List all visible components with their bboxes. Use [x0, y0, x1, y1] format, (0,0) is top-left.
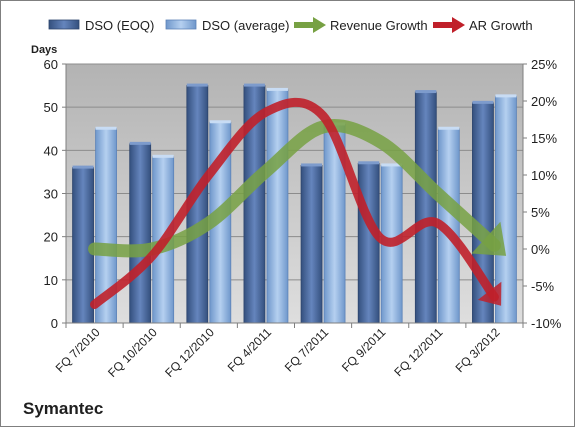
x-tick-label: FQ 3/2012 — [453, 325, 503, 375]
left-tick-label: 50 — [44, 100, 58, 115]
bars — [72, 83, 517, 324]
bar-dso-eoq — [129, 143, 152, 324]
ar-growth-line — [90, 97, 499, 309]
legend-swatch-arrow — [452, 17, 465, 33]
left-tick-label: 60 — [44, 57, 58, 72]
left-tick-label: 10 — [44, 273, 58, 288]
x-tick-label: FQ 12/2010 — [162, 325, 217, 380]
bar-top — [95, 126, 117, 130]
x-tick-label: FQ 12/2011 — [391, 325, 445, 379]
bar-top — [381, 163, 403, 167]
bar-dso-eoq — [357, 162, 380, 324]
right-tick-label: 15% — [531, 131, 557, 146]
legend-label: AR Growth — [469, 18, 533, 33]
x-tick-label: FQ 7/2011 — [282, 325, 332, 375]
right-tick-label: 5% — [531, 205, 550, 220]
bar-top — [495, 94, 517, 98]
x-tick-label: FQ 7/2010 — [53, 325, 103, 375]
bar-top — [152, 154, 174, 158]
left-tick-label: 30 — [44, 187, 58, 202]
bar-top — [186, 83, 208, 87]
company-name: Symantec — [23, 399, 104, 418]
bar-top — [358, 161, 380, 165]
x-tick-label: FQ 4/2011 — [225, 325, 275, 375]
left-tick-label: 20 — [44, 230, 58, 245]
bar-dso-average — [266, 89, 289, 324]
right-tick-label: 0% — [531, 242, 550, 257]
bar-top — [438, 126, 460, 130]
bar-dso-eoq — [300, 165, 323, 324]
bar-top — [72, 165, 94, 169]
bar-top — [209, 120, 231, 124]
bar-top — [129, 141, 151, 145]
bar-top — [301, 163, 323, 167]
left-tick-label: 0 — [51, 316, 58, 331]
legend-label: Revenue Growth — [330, 18, 428, 33]
legend-swatch-arrow — [313, 17, 326, 33]
legend-swatch-dso-average — [165, 19, 197, 30]
bar-dso-eoq — [414, 91, 437, 324]
legend: DSO (EOQ) DSO (average) Revenue Growth AR G… — [48, 17, 533, 33]
y-axis-label: Days — [31, 44, 57, 56]
legend-label: DSO (average) — [202, 18, 289, 33]
bar-top — [266, 87, 288, 91]
bar-top — [472, 100, 494, 104]
ar-growth-arrowhead — [477, 281, 502, 306]
right-tick-label: 20% — [531, 94, 557, 109]
right-tick-label: -10% — [531, 316, 562, 331]
right-tick-label: -5% — [531, 279, 555, 294]
growth-lines — [88, 97, 507, 309]
right-tick-label: 10% — [531, 168, 557, 183]
revenue-growth-arrowhead — [471, 221, 507, 256]
bar-top — [243, 83, 265, 87]
x-tick-label: FQ 9/2011 — [339, 325, 389, 375]
right-tick-label: 25% — [531, 57, 557, 72]
legend-swatch-dso-eoq — [48, 19, 80, 30]
legend-label: DSO (EOQ) — [85, 18, 154, 33]
x-tick-label: FQ 10/2010 — [105, 325, 160, 380]
left-tick-label: 40 — [44, 143, 58, 158]
bar-top — [415, 90, 437, 94]
